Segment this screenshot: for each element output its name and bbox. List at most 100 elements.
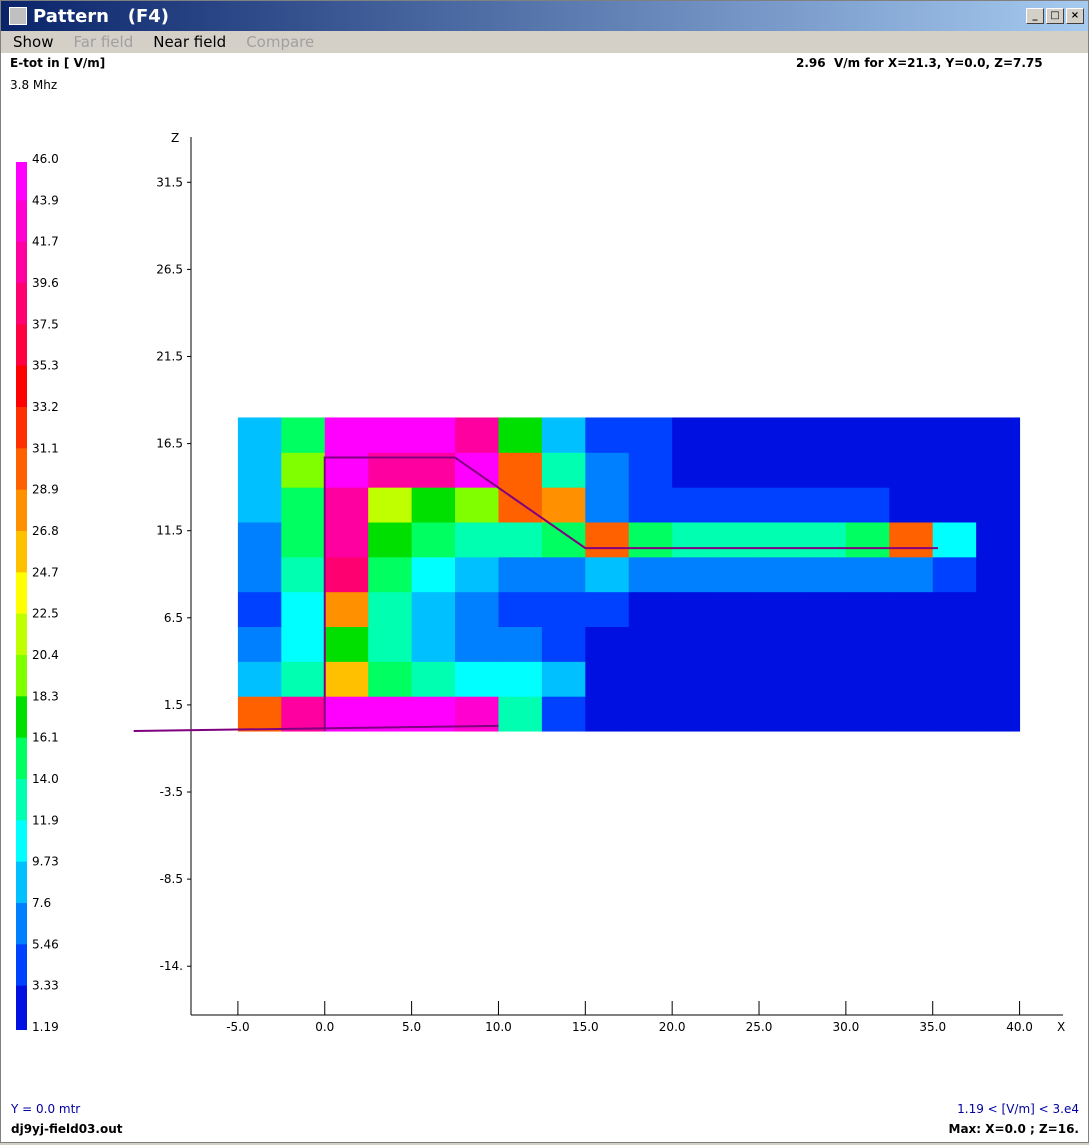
legend-label: 16.1 xyxy=(32,731,59,745)
x-tick-label: 35.0 xyxy=(919,1020,946,1034)
heat-cell xyxy=(715,661,760,697)
legend-label: 35.3 xyxy=(32,359,59,373)
minimize-button[interactable]: _ xyxy=(1026,8,1044,24)
menu-item: Compare xyxy=(246,33,315,51)
legend-band xyxy=(16,944,27,989)
heat-cell xyxy=(976,661,1021,697)
heat-cell xyxy=(672,487,717,523)
y-tick-label: 31.5 xyxy=(156,175,183,189)
heat-cell xyxy=(368,521,413,558)
heat-cell xyxy=(976,556,1021,593)
legend-band xyxy=(16,531,27,576)
cursor-readout: 2.96 V/m for X=21.3, Y=0.0, Z=7.75 xyxy=(796,56,1043,70)
heat-cell xyxy=(759,556,803,593)
heat-cell xyxy=(281,452,326,488)
heat-cell xyxy=(585,487,630,523)
heat-cell xyxy=(932,626,977,662)
heat-cell xyxy=(715,452,760,488)
y-tick-label: 11.5 xyxy=(156,524,183,538)
legend-band xyxy=(16,985,27,1030)
heat-cell xyxy=(498,521,543,558)
heat-cell xyxy=(628,521,673,558)
heat-cell xyxy=(715,556,760,593)
heat-cell xyxy=(541,661,586,697)
maximize-button[interactable]: □ xyxy=(1046,8,1064,24)
heat-cell xyxy=(281,417,326,453)
heat-cell xyxy=(715,487,760,523)
legend-band xyxy=(16,820,27,865)
legend-band xyxy=(16,696,27,741)
heat-cell xyxy=(672,696,717,732)
heat-cell xyxy=(628,487,673,523)
wire xyxy=(323,456,938,732)
legend-band xyxy=(16,861,27,906)
heat-cell xyxy=(411,521,456,558)
legend-band xyxy=(16,572,27,617)
heat-cell xyxy=(932,696,977,732)
heat-cell xyxy=(715,521,760,558)
legend-label: 18.3 xyxy=(32,689,59,703)
heat-cell xyxy=(281,626,326,662)
close-button[interactable]: × xyxy=(1066,8,1084,24)
y-tick-label: -3.5 xyxy=(160,785,183,799)
menu-item[interactable]: Near field xyxy=(153,33,227,51)
heat-cell xyxy=(498,661,543,697)
y-tick-label: 16.5 xyxy=(156,437,183,451)
heat-cell xyxy=(498,591,543,628)
heat-cell xyxy=(889,696,934,732)
heat-cell xyxy=(237,696,282,732)
heat-cell xyxy=(628,696,673,732)
heat-cell xyxy=(845,661,890,697)
heat-cell xyxy=(541,696,586,732)
legend-band xyxy=(16,613,27,658)
heat-cell xyxy=(237,626,282,662)
heat-cell xyxy=(281,521,326,558)
heat-cell xyxy=(628,452,673,488)
heat-cell xyxy=(802,452,847,488)
heat-cell xyxy=(932,521,977,558)
heat-cell xyxy=(585,417,630,453)
heat-cell xyxy=(759,626,803,662)
heat-cell xyxy=(324,487,369,523)
heat-cell xyxy=(324,521,369,558)
heat-cell xyxy=(672,591,717,628)
heat-cell xyxy=(976,696,1021,732)
legend-band xyxy=(16,779,27,824)
heat-cell xyxy=(889,661,934,697)
legend-band xyxy=(16,162,27,204)
heat-cell xyxy=(411,626,456,662)
heat-cell xyxy=(932,452,977,488)
max-location: Max: X=0.0 ; Z=16. xyxy=(949,1122,1080,1136)
heat-cell xyxy=(368,591,413,628)
heat-cell xyxy=(672,556,717,593)
heat-cell xyxy=(237,487,282,523)
heat-cell xyxy=(324,626,369,662)
legend-label: 14.0 xyxy=(32,772,59,786)
heat-cell xyxy=(498,417,543,453)
heat-cell xyxy=(889,417,934,453)
heat-cell xyxy=(889,487,934,523)
legend-band xyxy=(16,241,27,286)
heat-cell xyxy=(976,591,1021,628)
heat-cell xyxy=(932,591,977,628)
heat-cell xyxy=(324,556,369,593)
y-tick-label: -14. xyxy=(160,959,183,973)
y-tick-label: 21.5 xyxy=(156,350,183,364)
heat-cell xyxy=(628,661,673,697)
menu-item[interactable]: Show xyxy=(13,33,54,51)
heat-cell xyxy=(672,521,717,558)
heat-cell xyxy=(845,626,890,662)
heat-cell xyxy=(281,661,326,697)
heat-cell xyxy=(455,591,499,628)
legend-label: 5.46 xyxy=(32,937,59,951)
legend-label: 46.0 xyxy=(32,152,59,166)
y-tick-label: 6.5 xyxy=(164,611,183,625)
x-tick-label: 10.0 xyxy=(485,1020,512,1034)
heat-cell xyxy=(845,696,890,732)
heat-cell xyxy=(976,521,1021,558)
heat-cell xyxy=(889,591,934,628)
heat-cell xyxy=(802,591,847,628)
legend-label: 28.9 xyxy=(32,483,59,497)
heat-cell xyxy=(541,556,586,593)
heat-cell xyxy=(585,521,630,558)
